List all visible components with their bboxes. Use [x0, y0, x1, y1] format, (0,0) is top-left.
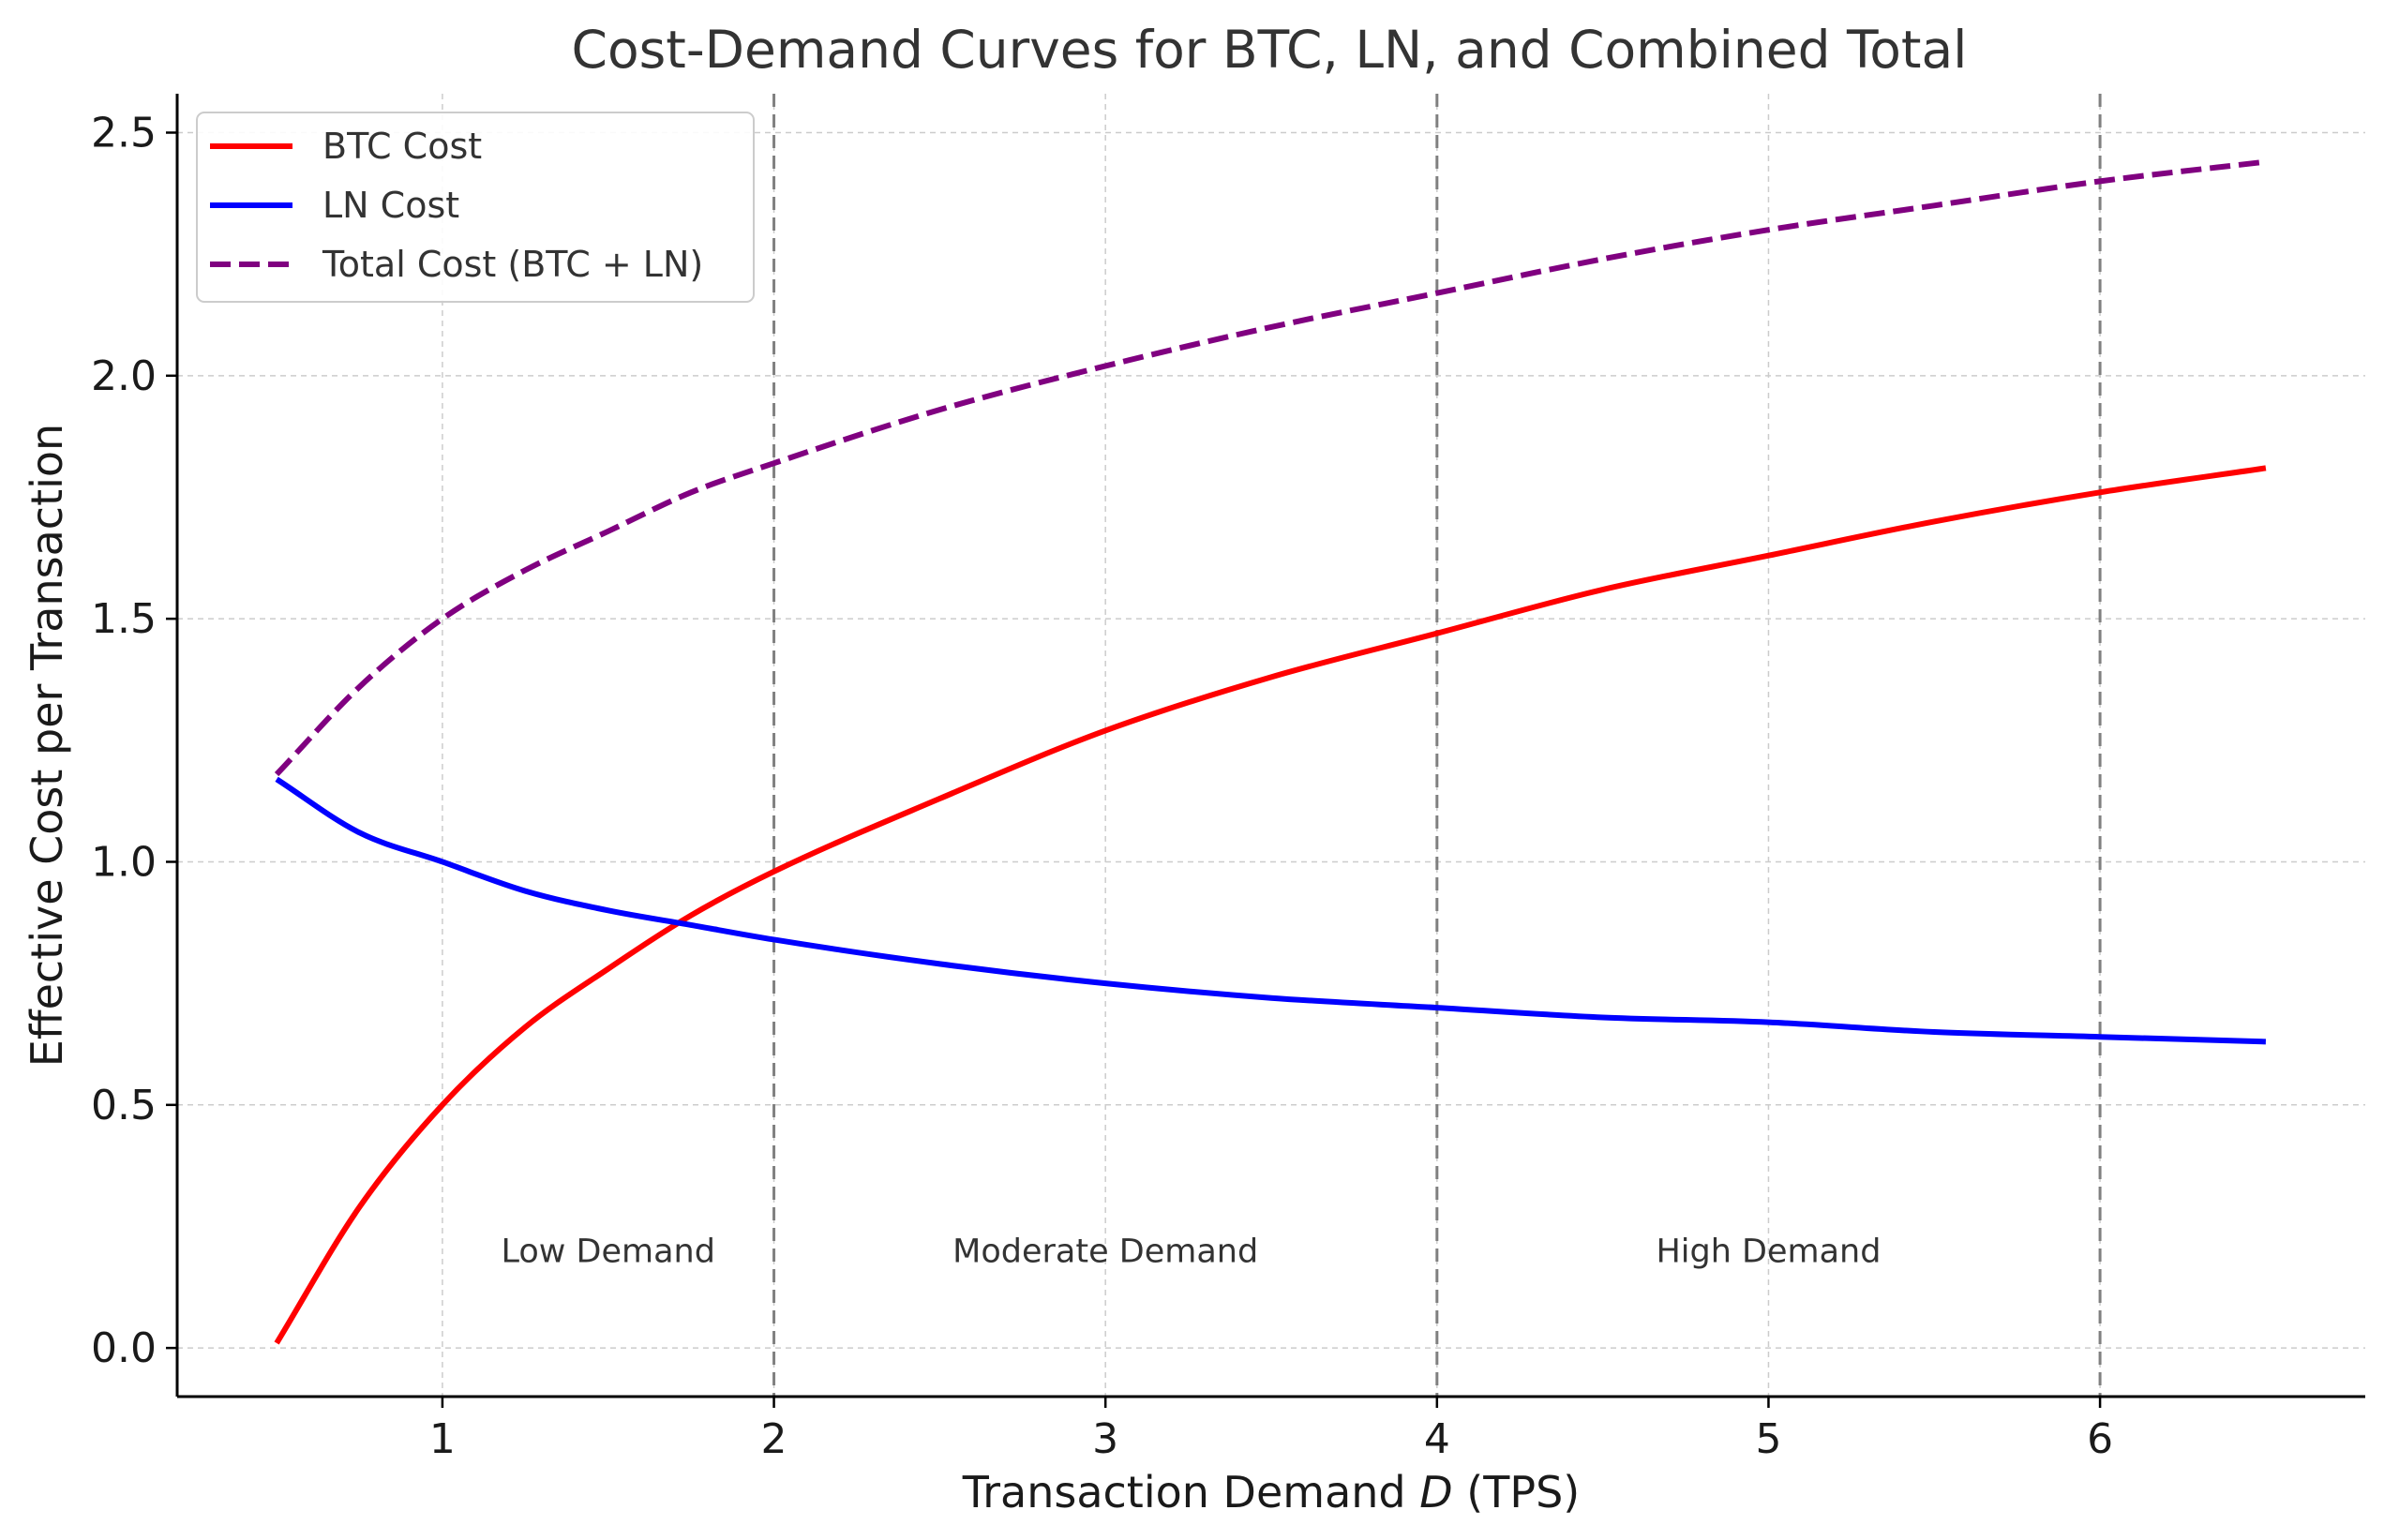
y-tick-label: 0.5 — [91, 1082, 157, 1129]
legend-box — [196, 112, 755, 303]
x-tick-label: 2 — [761, 1415, 787, 1463]
y-axis-label: Effective Cost per Transaction — [22, 424, 72, 1067]
y-tick-label: 1.0 — [91, 838, 157, 886]
series-line-2 — [274, 158, 2267, 777]
legend-label: BTC Cost — [322, 126, 482, 167]
x-tick-label: 1 — [429, 1415, 456, 1463]
x-axis-label-prefix: Transaction Demand — [962, 1467, 1419, 1518]
region-label: Low Demand — [501, 1233, 714, 1270]
x-axis-label-variable: D — [1419, 1467, 1452, 1518]
x-tick-label: 3 — [1092, 1415, 1118, 1463]
legend-label: Total Cost (BTC + LN) — [322, 244, 703, 285]
y-tick-label: 2.5 — [91, 109, 157, 157]
legend: BTC Cost LN Cost Total Cost (BTC + LN) — [196, 112, 755, 303]
region-label: High Demand — [1656, 1233, 1881, 1270]
x-tick-label: 6 — [2087, 1415, 2113, 1463]
x-tick-label: 5 — [1755, 1415, 1781, 1463]
y-ticks: 0.0 0.5 1.0 1.5 2.0 2.5 — [91, 109, 177, 1372]
legend-entries: BTC Cost LN Cost Total Cost (BTC + LN) — [210, 126, 703, 285]
x-axis-label-suffix: (TPS) — [1453, 1467, 1581, 1518]
chart-title: Cost-Demand Curves for BTC, LN, and Comb… — [572, 20, 1968, 80]
x-axis-label: Transaction Demand D (TPS) — [962, 1467, 1580, 1518]
region-labels: Low Demand Moderate Demand High Demand — [501, 1233, 1881, 1270]
series-line-0 — [274, 465, 2267, 1345]
legend-label: LN Cost — [322, 185, 459, 226]
x-tick-label: 4 — [1424, 1415, 1450, 1463]
x-ticks: 1 2 3 4 5 6 — [429, 1397, 2113, 1463]
series-line-1 — [275, 776, 2266, 1045]
demand-boundary-lines — [772, 94, 2102, 1397]
y-tick-label: 0.0 — [91, 1324, 157, 1372]
data-series — [274, 158, 2267, 1345]
region-label: Moderate Demand — [952, 1233, 1258, 1270]
axes — [175, 94, 2365, 1398]
y-tick-label: 1.5 — [91, 595, 157, 643]
y-tick-label: 2.0 — [91, 352, 157, 400]
